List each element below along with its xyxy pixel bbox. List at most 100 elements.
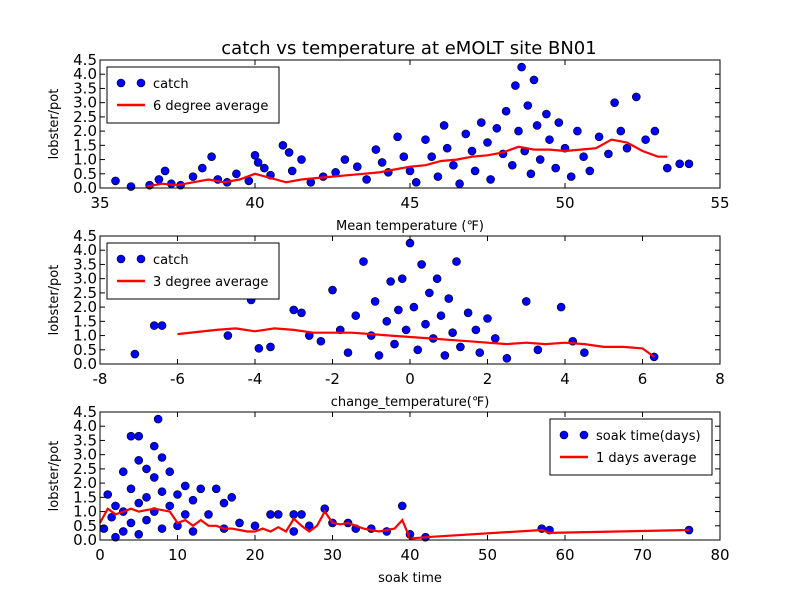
data-point (413, 345, 423, 355)
y-tick-label: 0.5 (73, 341, 97, 359)
x-tick-label: -8 (93, 370, 108, 388)
data-point (362, 175, 371, 184)
data-point (421, 319, 430, 329)
data-point (304, 521, 314, 531)
legend: catch 6 degree average (106, 66, 280, 124)
data-point (366, 331, 376, 340)
chart-panel-2: -8 -6 -4 -2 0 2 4 6 8 0.00.51.01.52.02.53.03.54.0… (47, 227, 725, 410)
data-point (157, 524, 167, 533)
data-point (622, 143, 632, 153)
y-tick-label: 1.0 (73, 503, 97, 521)
chart-panel-1: 35 40 45 50 55 0.00.51.01.52.02.53.03.54.04.5… (47, 51, 730, 234)
data-point (126, 182, 136, 191)
y-tick-label: 1.5 (73, 312, 97, 330)
x-tick-label: 35 (90, 194, 109, 212)
legend-label: soak time(days) (596, 429, 701, 444)
y-tick-label: 4.5 (73, 51, 97, 69)
x-tick-label: 0 (95, 546, 105, 564)
data-point (370, 297, 380, 306)
data-point (149, 473, 159, 482)
x-tick-label: 0 (405, 370, 415, 388)
data-point (397, 274, 407, 283)
y-tick-label: 1.5 (73, 136, 97, 154)
average-line (146, 138, 668, 188)
data-point (198, 163, 207, 173)
data-point (253, 158, 263, 167)
data-point (483, 314, 492, 323)
data-point (397, 501, 407, 511)
data-point (134, 530, 144, 539)
y-tick-label: 4.5 (73, 403, 97, 421)
data-point (111, 501, 120, 511)
data-point (211, 484, 221, 494)
data-point (427, 152, 437, 162)
figure-title: catch vs temperature at eMOLT site BN01 (221, 38, 596, 59)
data-point (111, 532, 120, 542)
data-point (297, 308, 306, 318)
data-point (448, 328, 457, 338)
data-point (507, 160, 517, 170)
data-point (432, 274, 442, 283)
data-point (351, 311, 361, 320)
data-point (103, 490, 113, 499)
data-point (556, 302, 566, 312)
legend-marker (136, 78, 146, 88)
data-point (287, 166, 297, 176)
legend-label: catch (153, 253, 189, 268)
data-point (523, 101, 533, 110)
data-point (545, 135, 554, 144)
data-point (223, 331, 233, 340)
data-point (157, 321, 167, 330)
data-point (232, 169, 241, 179)
data-point (436, 311, 446, 320)
data-point (111, 176, 120, 186)
data-point (585, 166, 595, 176)
data-point (157, 487, 167, 496)
data-point (393, 132, 402, 142)
data-point (165, 467, 175, 477)
data-point (490, 334, 500, 343)
data-point (126, 484, 136, 494)
data-point (328, 285, 337, 295)
x-axis-label: Mean temperature (℉) (336, 219, 484, 234)
data-point (297, 510, 306, 519)
data-point (278, 141, 288, 150)
data-point (219, 498, 229, 508)
data-point (154, 175, 164, 184)
data-point (142, 493, 151, 502)
data-point (517, 62, 526, 72)
y-tick-label: 0.5 (73, 165, 97, 183)
y-axis-label: lobster/pot (47, 89, 62, 160)
legend-frame (106, 242, 280, 300)
x-tick-label: -6 (170, 370, 185, 388)
y-tick-label: 3.5 (73, 79, 97, 97)
data-point (134, 498, 144, 508)
data-point (526, 169, 536, 179)
data-point (501, 106, 511, 116)
x-tick-label: 80 (710, 546, 729, 564)
x-tick-label: 55 (710, 194, 729, 212)
data-point (616, 126, 626, 136)
y-tick-label: 0.0 (73, 355, 97, 373)
data-point (394, 305, 403, 315)
chart-panel-3: 0 10 20 30 40 50 60 70 80 0.00.51.01.52.02.53.03.… (47, 403, 730, 586)
data-point (433, 172, 443, 181)
data-point (631, 92, 641, 102)
data-point (514, 126, 523, 136)
data-point (352, 162, 362, 171)
data-point (160, 166, 170, 176)
average-line (99, 507, 690, 540)
y-tick-label: 0.5 (73, 517, 97, 535)
data-point (118, 467, 128, 477)
data-point (610, 98, 619, 107)
x-tick-label: 45 (400, 194, 419, 212)
legend-marker (116, 254, 126, 264)
data-point (273, 510, 283, 519)
legend-frame (106, 66, 280, 124)
data-point (359, 257, 368, 266)
data-point (440, 351, 450, 360)
data-point (188, 495, 198, 505)
data-point (529, 75, 539, 85)
data-point (142, 515, 151, 525)
data-point (126, 518, 136, 528)
